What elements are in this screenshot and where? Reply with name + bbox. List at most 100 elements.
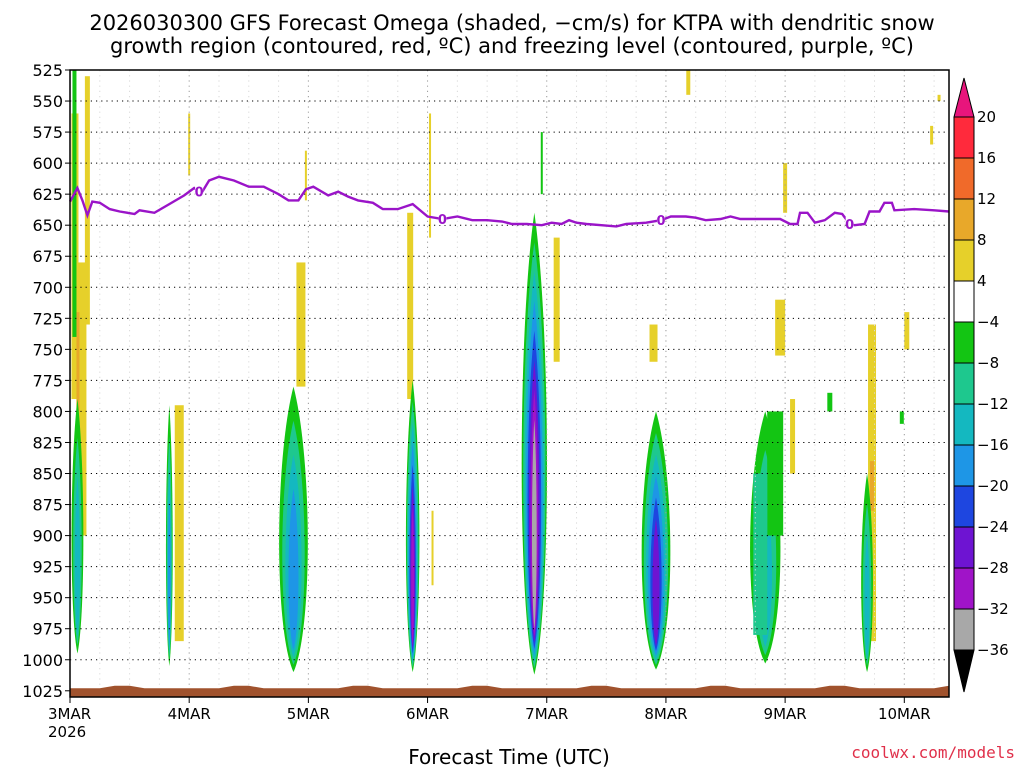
x-tick-label-6: 9MAR	[764, 705, 807, 723]
colorbar-label-9: −20	[977, 477, 1009, 495]
weak-rising-streak-4	[296, 262, 306, 387]
colorbar-label-4: 4	[977, 272, 987, 290]
sinking-cell-ext-b	[753, 473, 768, 635]
colorbar-swatch-8	[953, 444, 975, 487]
sinking-cell-2-layer-3	[288, 489, 299, 650]
weak-rising-streak-3	[174, 405, 184, 642]
y-tick-label-3: 600	[32, 154, 63, 173]
chart-title-line-1: 2026030300 GFS Forecast Omega (shaded, −…	[89, 11, 934, 35]
plot-area: 0 0 0 0	[68, 69, 950, 698]
weak-rising-streak-7	[649, 324, 658, 362]
y-tick-label-12: 825	[32, 433, 63, 452]
colorbar-swatch-1	[953, 157, 975, 200]
x-tick-label-5: 8MAR	[644, 705, 687, 723]
weak-rising-streak-5	[407, 212, 414, 400]
colorbar-under-arrow	[953, 649, 975, 693]
sinking-cell-0-layer-2	[74, 476, 81, 637]
colorbar-label-13: −36	[977, 641, 1009, 659]
weak-rising-streak-18	[431, 510, 434, 586]
freezing-label-1: 0	[438, 213, 447, 228]
y-tick-label-18: 975	[32, 620, 63, 639]
y-tick-label-5: 650	[32, 216, 63, 235]
weak-rising-streak-2	[76, 262, 87, 536]
colorbar-label-10: −24	[977, 518, 1009, 536]
plot-frame	[69, 69, 950, 698]
colorbar-over-arrow	[953, 77, 975, 118]
colorbar-label-8: −16	[977, 436, 1009, 454]
gridlines	[70, 69, 949, 697]
colorbar-swatch-10	[953, 526, 975, 569]
colorbar: 20 16 12 8 4 −4 −8 −12 −16 −20 −24 −28 −32 −36	[953, 77, 1009, 693]
colorbar-label-6: −8	[977, 354, 999, 372]
x-tick-label-2: 5MAR	[287, 705, 330, 723]
colorbar-label-1: 16	[977, 149, 996, 167]
freezing-label-bg-2	[656, 213, 665, 227]
x-tick-label-3: 6MAR	[406, 705, 449, 723]
ground-band	[70, 685, 949, 697]
weak-rising-streak-1	[84, 76, 90, 325]
colorbar-label-3: 8	[977, 231, 987, 249]
y-tick-label-0: 525	[32, 61, 63, 80]
omega-shading	[71, 70, 941, 675]
y-tick-label-7: 700	[32, 278, 63, 297]
plot-background	[70, 70, 949, 697]
y-tick-label-16: 925	[32, 558, 63, 577]
y-tick-label-17: 950	[32, 589, 63, 608]
sinking-cell-4-layer-7	[531, 419, 537, 630]
credit-text: coolwx.com/models	[851, 743, 1015, 762]
y-tick-label-19: 1000	[22, 651, 63, 670]
freezing-label-bg-0	[195, 184, 204, 198]
y-tick-label-2: 575	[32, 123, 63, 142]
colorbar-label-0: 20	[977, 108, 996, 126]
colorbar-swatch-5	[953, 321, 975, 364]
freezing-label-bg-1	[438, 211, 447, 225]
x-axis-label: Forecast Time (UTC)	[408, 745, 610, 768]
small-sinking-patch	[827, 392, 833, 412]
freezing-label-0: 0	[195, 185, 204, 200]
moderate-rising-streak-0	[76, 312, 80, 412]
y-tick-label-8: 725	[32, 309, 63, 328]
y-axis: 525 550 575 600 625 650 675 700 725 750 775 800 825 8…	[22, 61, 70, 701]
weak-rising-streak-15	[937, 94, 941, 102]
weak-rising-streak-16	[304, 150, 307, 201]
y-tick-label-1: 550	[32, 92, 63, 111]
x-tick-label-7: 10MAR	[878, 705, 931, 723]
colorbar-swatch-6	[953, 362, 975, 405]
sinking-cell-ext-a	[767, 411, 784, 536]
sinking-cell-7-layer-2	[864, 534, 870, 659]
y-tick-label-9: 750	[32, 340, 63, 359]
chart-title-line-2: growth region (contoured, red, ºC) and f…	[110, 34, 914, 58]
weak-rising-streak-14	[930, 125, 934, 145]
colorbar-label-11: −28	[977, 559, 1009, 577]
x-tick-sublabel-0: 2026	[48, 723, 86, 741]
colorbar-label-2: 12	[977, 190, 996, 208]
colorbar-label-12: −32	[977, 600, 1009, 618]
colorbar-swatch-12	[953, 608, 975, 651]
upper-sinking-column	[72, 70, 77, 337]
freezing-label-3: 0	[845, 218, 854, 233]
x-tick-label-0: 3MAR	[48, 705, 91, 723]
colorbar-swatch-7	[953, 403, 975, 446]
small-sinking-dot	[899, 411, 904, 424]
y-tick-label-4: 625	[32, 185, 63, 204]
colorbar-swatch-2	[953, 198, 975, 241]
sinking-cell-3-layer-6	[411, 507, 415, 645]
freezing-label-2: 0	[656, 214, 665, 229]
colorbar-swatch-0	[953, 116, 975, 159]
weak-rising-streak-17	[429, 113, 432, 238]
upper-sinking-strand	[540, 132, 543, 195]
colorbar-swatch-3	[953, 239, 975, 282]
y-tick-label-15: 900	[32, 527, 63, 546]
colorbar-swatch-4	[953, 280, 975, 323]
colorbar-label-5: −4	[977, 313, 999, 331]
weak-rising-streak-19	[188, 113, 191, 176]
moderate-rising-streak-2	[870, 461, 875, 511]
colorbar-label-7: −12	[977, 395, 1009, 413]
weak-rising-streak-8	[775, 299, 786, 356]
weak-rising-streak-12	[783, 163, 788, 213]
x-tick-label-1: 4MAR	[168, 705, 211, 723]
y-tick-label-10: 775	[32, 371, 63, 390]
x-tick-label-4: 7MAR	[525, 705, 568, 723]
